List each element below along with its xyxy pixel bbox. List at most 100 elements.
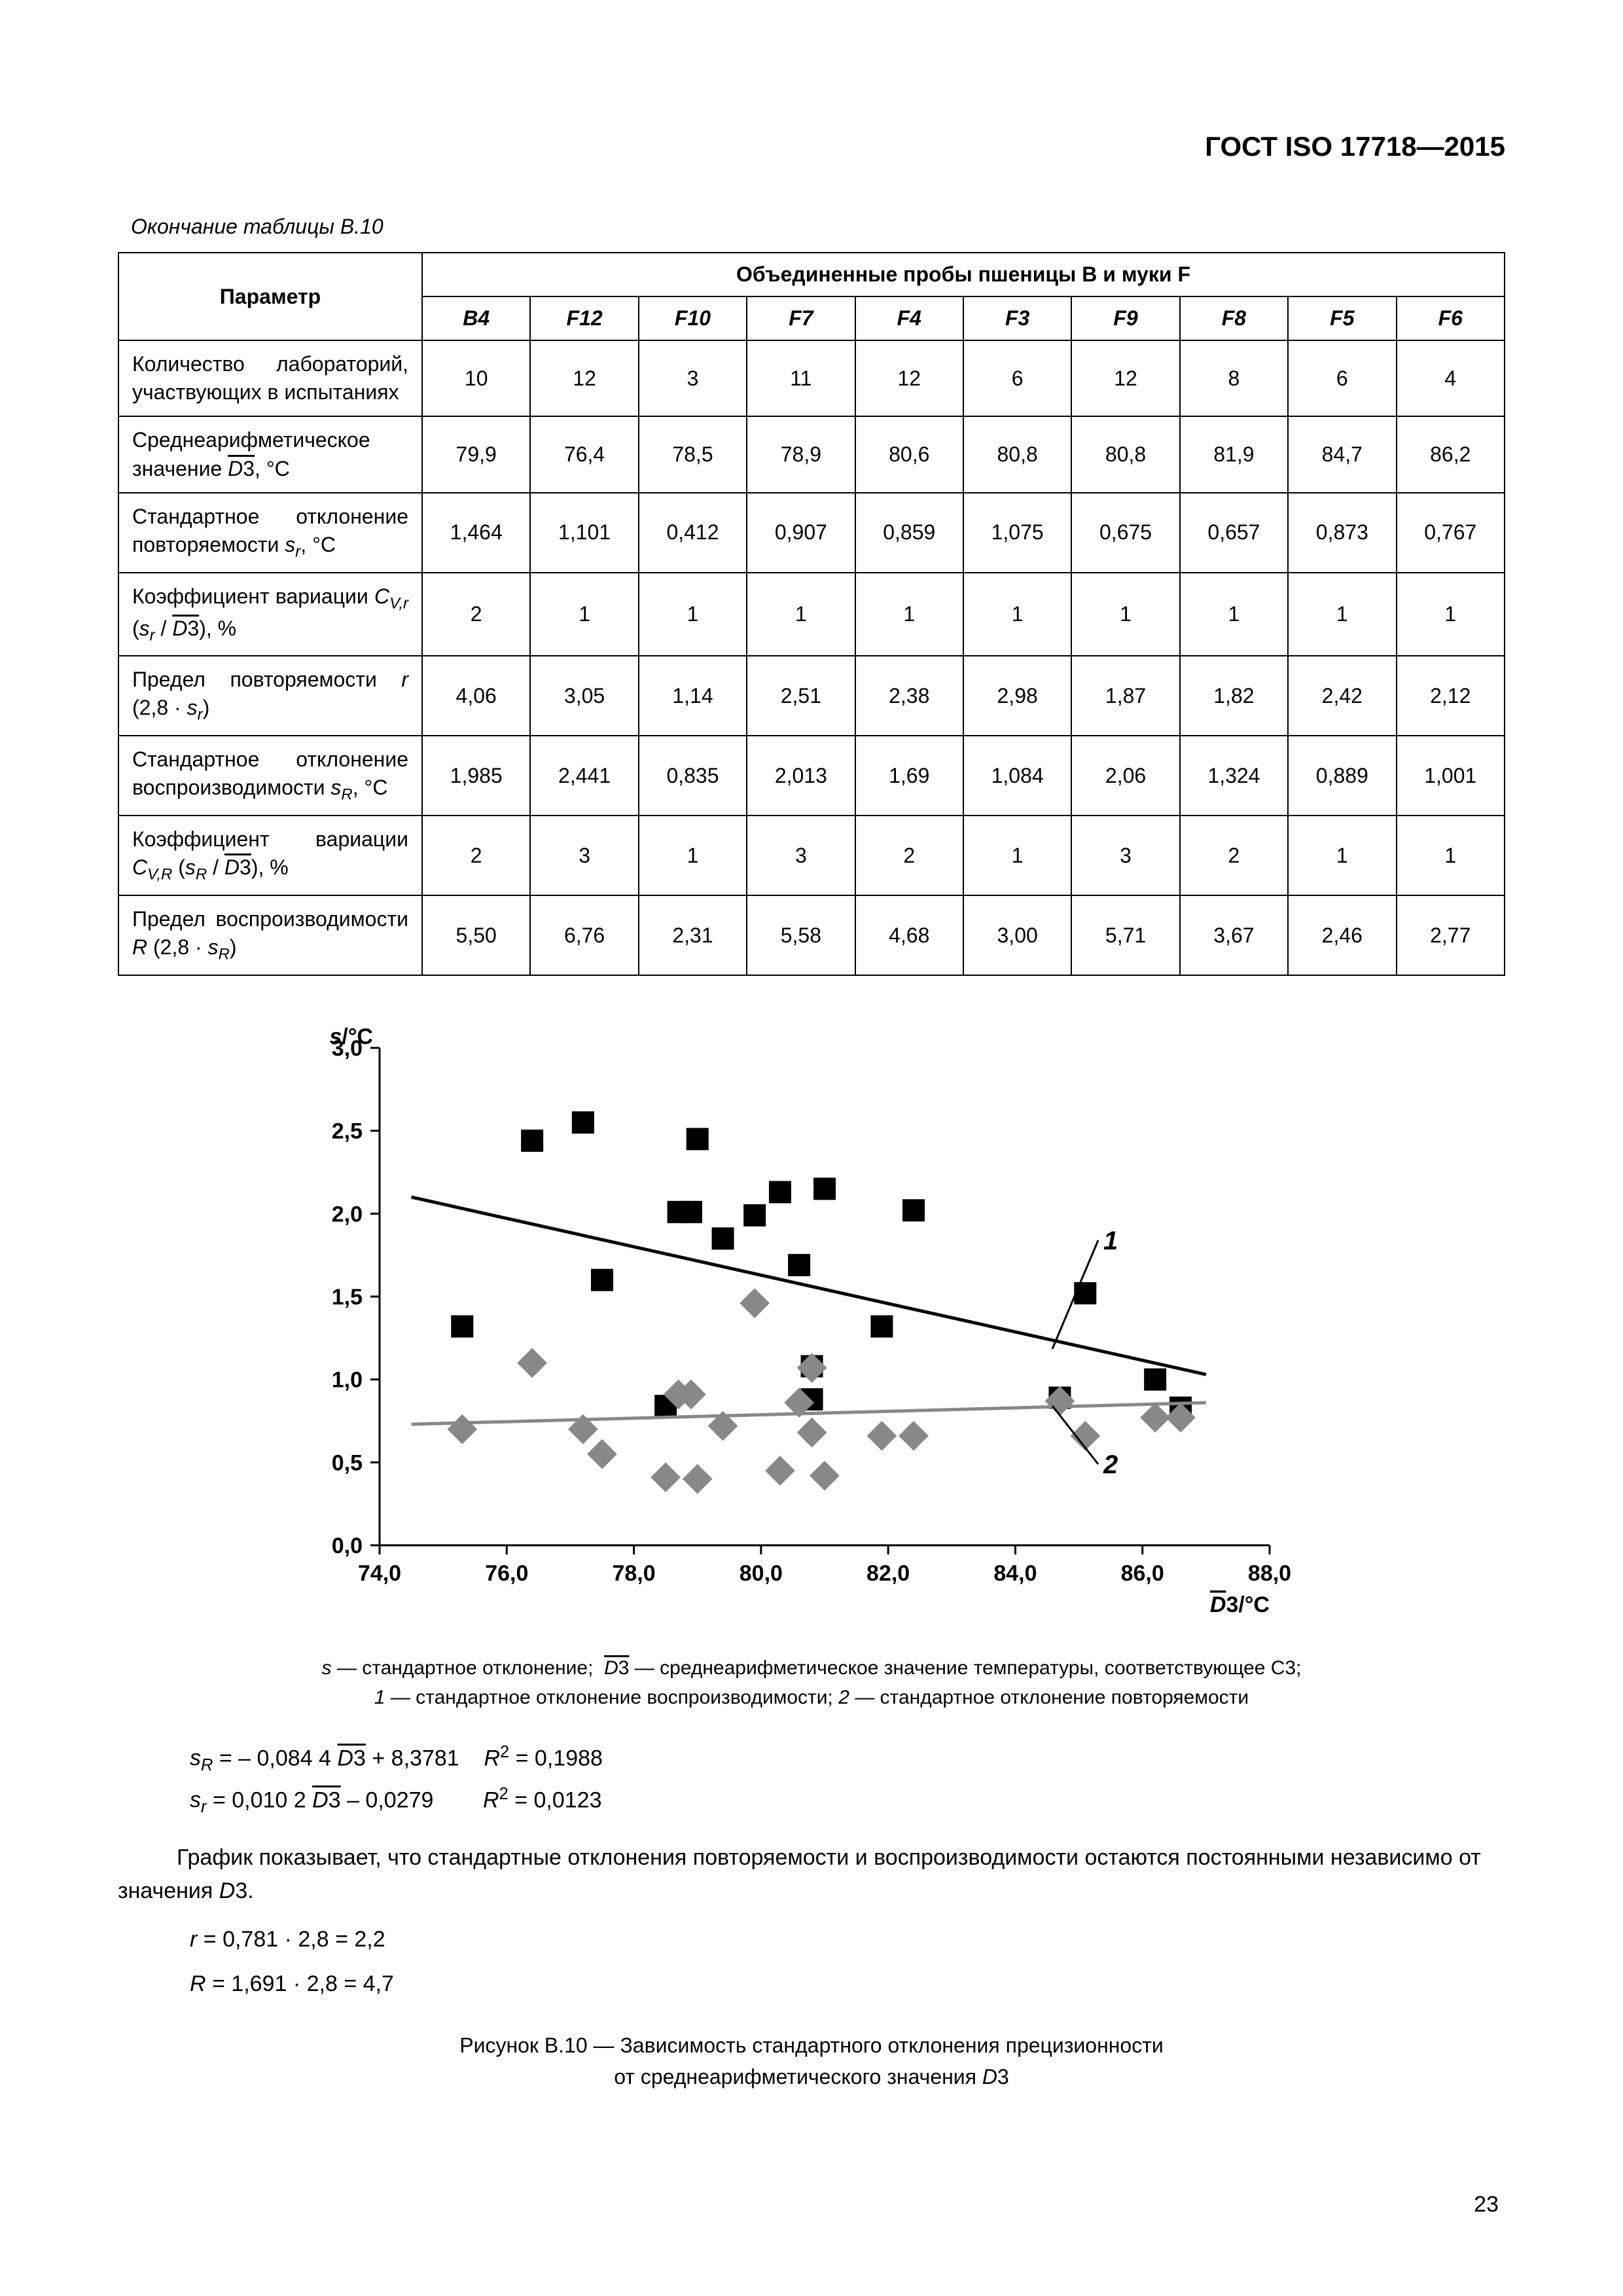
value-cell: 86,2 xyxy=(1397,416,1505,492)
table-column-header: B4 xyxy=(422,296,530,340)
value-cell: 11 xyxy=(747,340,855,416)
param-cell: Среднеарифметиче­ское значение D3, °C xyxy=(118,416,422,492)
table-column-header: F5 xyxy=(1288,296,1396,340)
marker-square xyxy=(591,1269,613,1291)
value-cell: 1 xyxy=(963,816,1071,895)
value-cell: 80,6 xyxy=(855,416,963,492)
table-column-header: F6 xyxy=(1397,296,1505,340)
svg-text:82,0: 82,0 xyxy=(866,1561,910,1586)
param-cell: Предел воспроизводи­мости R (2,8 · sR) xyxy=(118,895,422,975)
table-row: Стандартное отклоне­ние повторяемости sr… xyxy=(118,493,1505,573)
value-cell: 3 xyxy=(639,340,747,416)
value-cell: 78,5 xyxy=(639,416,747,492)
document-header: ГОСТ ISO 17718—2015 xyxy=(118,131,1505,162)
value-cell: 1 xyxy=(963,573,1071,656)
svg-text:88,0: 88,0 xyxy=(1248,1561,1291,1586)
param-cell: Коэффициент вариа­ции CV,R (sR / D3), % xyxy=(118,816,422,895)
value-cell: 3 xyxy=(530,816,638,895)
table-header-param: Параметр xyxy=(118,253,422,340)
value-cell: 2,12 xyxy=(1397,656,1505,736)
value-cell: 2 xyxy=(422,816,530,895)
value-cell: 12 xyxy=(530,340,638,416)
svg-text:78,0: 78,0 xyxy=(612,1561,655,1586)
svg-text:74,0: 74,0 xyxy=(358,1561,401,1586)
marker-diamond xyxy=(810,1461,840,1491)
value-cell: 1,324 xyxy=(1180,736,1288,816)
value-cell: 2,441 xyxy=(530,736,638,816)
marker-square xyxy=(712,1227,734,1249)
marker-square xyxy=(451,1316,473,1338)
value-cell: 8 xyxy=(1180,340,1288,416)
value-cell: 1 xyxy=(1288,573,1396,656)
chart-legend: s — стандартное отклонение; D3 — среднеа… xyxy=(118,1653,1505,1712)
value-cell: 2,38 xyxy=(855,656,963,736)
svg-text:3,0: 3,0 xyxy=(332,1036,363,1061)
param-cell: Количество лабора­торий, участвующих в и… xyxy=(118,340,422,416)
table-row: Среднеарифметиче­ское значение D3, °C79,… xyxy=(118,416,1505,492)
param-cell: Стандартное отклоне­ние воспроизводимо­с… xyxy=(118,736,422,816)
value-cell: 0,412 xyxy=(639,493,747,573)
value-cell: 1,69 xyxy=(855,736,963,816)
table-column-header: F10 xyxy=(639,296,747,340)
value-cell: 81,9 xyxy=(1180,416,1288,492)
value-cell: 2,46 xyxy=(1288,895,1396,975)
marker-diamond xyxy=(740,1288,770,1318)
value-cell: 2 xyxy=(1180,816,1288,895)
value-cell: 2,06 xyxy=(1071,736,1179,816)
value-cell: 2,013 xyxy=(747,736,855,816)
marker-diamond xyxy=(587,1439,617,1469)
value-cell: 1 xyxy=(747,573,855,656)
data-table: Параметр Объединенные пробы пшеницы B и … xyxy=(118,252,1505,976)
value-cell: 4,06 xyxy=(422,656,530,736)
svg-text:1,5: 1,5 xyxy=(332,1285,363,1310)
value-cell: 0,835 xyxy=(639,736,747,816)
table-row: Предел воспроизводи­мости R (2,8 · sR) 5,… xyxy=(118,895,1505,975)
param-cell: Стандартное отклоне­ние повторяемости sr… xyxy=(118,493,422,573)
marker-diamond xyxy=(651,1462,681,1492)
value-cell: 1 xyxy=(530,573,638,656)
marker-diamond xyxy=(517,1348,547,1378)
value-cell: 79,9 xyxy=(422,416,530,492)
value-cell: 1 xyxy=(639,816,747,895)
table-row: Количество лабора­торий, участвующих в и… xyxy=(118,340,1505,416)
value-cell: 5,58 xyxy=(747,895,855,975)
table-column-header: F12 xyxy=(530,296,638,340)
value-cell: 1,101 xyxy=(530,493,638,573)
marker-diamond xyxy=(447,1414,477,1444)
value-cell: 78,9 xyxy=(747,416,855,492)
table-column-header: F8 xyxy=(1180,296,1288,340)
svg-text:80,0: 80,0 xyxy=(740,1561,783,1586)
table-column-header: F9 xyxy=(1071,296,1179,340)
value-cell: 0,767 xyxy=(1397,493,1505,573)
value-cell: 1,084 xyxy=(963,736,1071,816)
svg-text:1: 1 xyxy=(1103,1227,1118,1255)
marker-diamond xyxy=(867,1421,897,1451)
value-cell: 1,82 xyxy=(1180,656,1288,736)
value-cell: 1,001 xyxy=(1397,736,1505,816)
marker-square xyxy=(743,1204,766,1227)
value-cell: 2,31 xyxy=(639,895,747,975)
marker-square xyxy=(788,1254,810,1276)
svg-text:1,0: 1,0 xyxy=(332,1368,363,1393)
value-cell: 12 xyxy=(1071,340,1179,416)
value-cell: 4 xyxy=(1397,340,1505,416)
value-cell: 0,873 xyxy=(1288,493,1396,573)
value-cell: 2,77 xyxy=(1397,895,1505,975)
svg-text:2,5: 2,5 xyxy=(332,1119,363,1144)
marker-diamond xyxy=(765,1456,795,1486)
value-cell: 80,8 xyxy=(1071,416,1179,492)
value-cell: 2 xyxy=(422,573,530,656)
value-cell: 1,075 xyxy=(963,493,1071,573)
value-cell: 1,14 xyxy=(639,656,747,736)
value-cell: 0,859 xyxy=(855,493,963,573)
value-cell: 4,68 xyxy=(855,895,963,975)
marker-square xyxy=(902,1199,925,1221)
value-cell: 1 xyxy=(1180,573,1288,656)
value-cell: 1 xyxy=(1397,816,1505,895)
value-cell: 1 xyxy=(1397,573,1505,656)
svg-text:86,0: 86,0 xyxy=(1121,1561,1164,1586)
marker-square xyxy=(572,1111,594,1134)
value-cell: 0,889 xyxy=(1288,736,1396,816)
svg-text:76,0: 76,0 xyxy=(485,1561,528,1586)
value-cell: 0,907 xyxy=(747,493,855,573)
